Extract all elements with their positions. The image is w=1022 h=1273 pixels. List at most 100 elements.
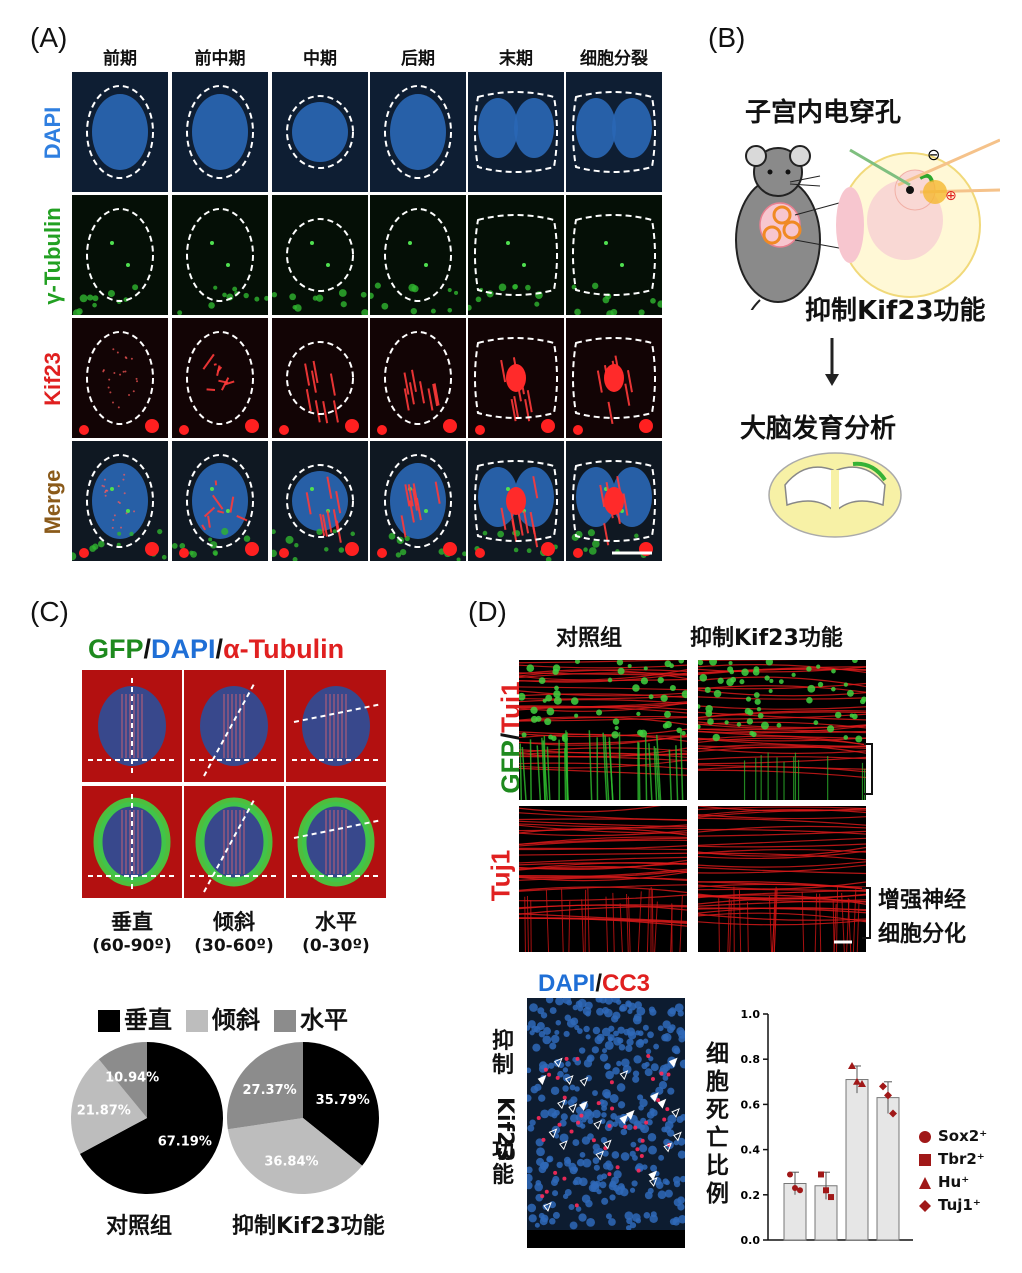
point-2-2 [858,1080,866,1088]
micrograph-0-2 [272,72,368,192]
legend-marker-circle-icon [919,1130,931,1143]
y-tick-label: 0.4 [741,1144,761,1157]
title-separator: / [143,634,152,664]
micrograph-1-3 [370,195,466,315]
panel-b-step-brain-analysis: 大脑发育分析 [740,414,897,444]
column-header-0: 前期 [103,49,137,69]
pie-1-slice-2 [226,1042,303,1130]
side-label-char: 制 [492,1053,515,1078]
brain-section-illustration [768,452,902,538]
cell-death-bar-chart: 0.0 0.2 0.4 0.6 0.8 1.0 [741,1008,913,1247]
micrograph-2-5 [566,318,662,438]
point-2-0 [848,1061,856,1069]
spindle-micrograph-0-2 [286,670,386,782]
y-tick-label: 0.0 [741,1234,761,1247]
y-tick-label: 0.6 [741,1098,761,1111]
bar-legend: Sox2⁺ Tbr2⁺ Hu⁺ Tuj1⁺ [918,1125,987,1217]
micrograph-0-3 [370,72,466,192]
pie-1-label-0: 35.79% [316,1093,370,1108]
cortex-micrograph-2 [519,806,687,952]
orientation-name-2: 水平 [315,910,357,934]
panel-d-col-control: 对照组 [556,626,623,651]
pie-0-slice-0 [79,1042,223,1194]
bar-ylabel: 细胞死亡比例 [706,1040,734,1208]
side-label-char: 能 [492,1163,515,1188]
legend-swatch [274,1010,296,1032]
panel-b-step-kif23-inhibition: 抑制Kif23功能 [805,296,986,326]
micrograph-0-4 [468,72,564,192]
title-separator: / [215,634,224,664]
pie-1-label-2: 27.37% [243,1083,297,1098]
column-header-2: 中期 [303,49,337,69]
spindle-micrograph-1-1 [184,786,284,898]
legend-swatch [186,1010,208,1032]
plus-electrode-symbol: ⊕ [945,188,957,204]
ylabel-char: 胞 [706,1069,729,1095]
row-label-tubulin: γ-Tubulin [40,207,65,305]
micrograph-0-5 [566,72,662,192]
micrograph-2-1 [172,318,268,438]
title-gfp: GFP [88,634,144,664]
point-0-1 [792,1185,798,1192]
spindle-micrograph-0-1 [184,670,284,782]
panel-c-letter: (C) [30,596,69,627]
row-label-kif23: Kif23 [40,352,65,406]
legend-marker-square-icon [919,1153,931,1166]
pie-legend-item-1: 倾斜 [186,1006,260,1034]
ylabel-char: 亡 [706,1125,729,1151]
panel-c-title: GFP/DAPI/α-Tubulin [88,634,344,665]
micrograph-1-2 [272,195,368,315]
micrograph-2-4 [468,318,564,438]
legend-label: Sox2⁺ [938,1127,988,1145]
pie-0-label-1: 21.87% [77,1103,131,1118]
row-label-merge: Merge [40,469,65,535]
bracket-text-line1: 增强神经 [878,888,967,913]
panel-d-row-tuj1-label: Tuj1 [485,849,516,902]
label-cc3: CC3 [602,970,651,997]
micrograph-3-2 [272,441,368,561]
label-separator: / [595,970,603,997]
legend-label: 垂直 [124,1006,172,1034]
micrograph-1-4 [468,195,564,315]
pie-0-label-2: 10.94% [105,1070,159,1085]
spindle-micrograph-1-0 [82,786,182,898]
row-label-dapi: DAPI [40,106,65,160]
ylabel-char: 细 [706,1041,729,1067]
legend-label: Tbr2⁺ [938,1150,985,1168]
legend-label: Hu⁺ [938,1173,970,1191]
micrograph-3-0 [72,441,168,561]
pie-legend: 垂直 倾斜 水平 [98,1000,362,1035]
bracket-text-line2: 细胞分化 [878,922,967,947]
pie-legend-item-0: 垂直 [98,1006,172,1034]
point-1-2 [828,1194,834,1201]
side-label-char: Kif23 [492,1097,517,1162]
title-dapi: DAPI [151,634,216,664]
column-header-4: 末期 [499,49,533,69]
micrograph-1-1 [172,195,268,315]
micrograph-3-5 [566,441,662,561]
panel-d-letter: (D) [468,596,507,627]
pie-title-kif23: 抑制Kif23功能 [232,1214,385,1239]
cortex-micrograph-0 [519,660,687,800]
panel-d-col-kif23: 抑制Kif23功能 [690,626,843,651]
pie-0-label-0: 67.19% [158,1135,212,1150]
micrograph-3-3 [370,441,466,561]
point-2-1 [853,1077,861,1085]
ylabel-char: 例 [706,1181,729,1207]
spindle-micrograph-0-0 [82,670,182,782]
orientation-range-2: (0-30º) [302,936,370,956]
down-arrow-icon [825,338,839,386]
pie-legend-item-2: 水平 [274,1006,348,1034]
cortex-micrograph-3 [698,806,866,952]
bracket-lower [862,887,871,939]
y-tick-label: 0.8 [741,1053,761,1066]
point-3-1 [884,1091,892,1100]
micrograph-1-5 [566,195,662,315]
micrograph-3-4 [468,441,564,561]
minus-electrode-symbol: ⊖ [927,145,940,164]
column-header-3: 后期 [401,49,435,69]
spindle-micrograph-1-2 [286,786,386,898]
cc3-side-label: 抑制 Kif23 功能 [492,1030,522,1188]
legend-swatch [98,1010,120,1032]
panel-b-step-electroporation: 子宫内电穿孔 [745,98,902,128]
